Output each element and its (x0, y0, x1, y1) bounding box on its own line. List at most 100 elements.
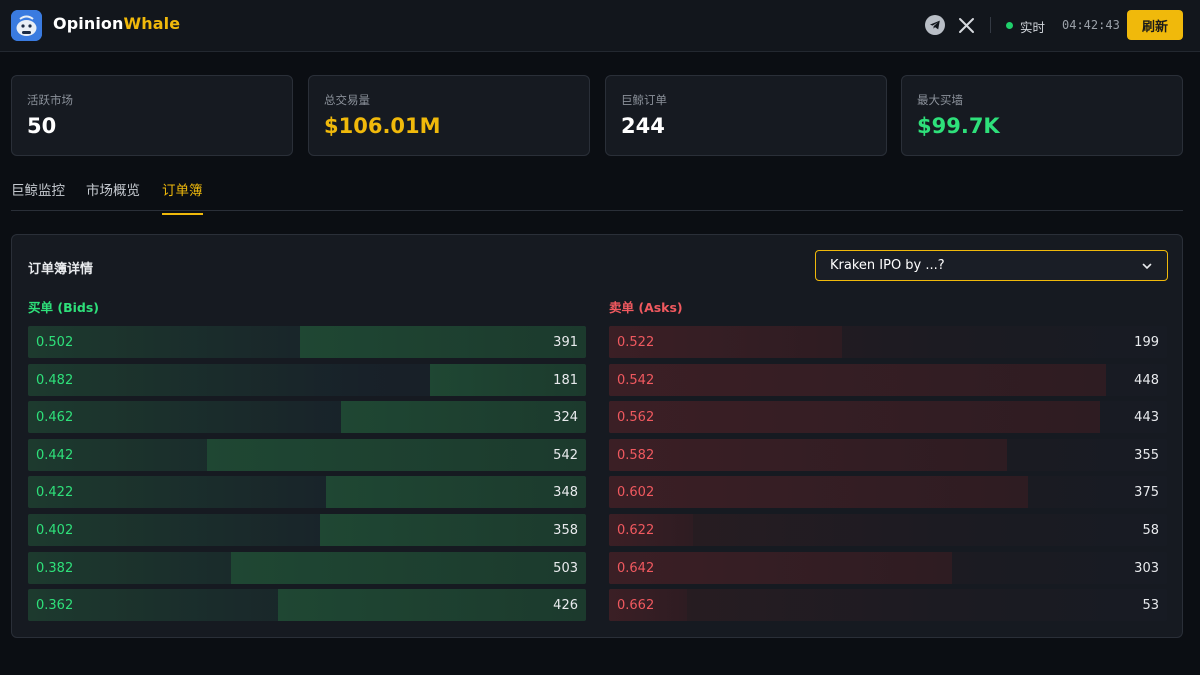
bid-size: 503 (553, 560, 578, 576)
bid-size: 324 (553, 410, 578, 426)
bids-label: 买单 (Bids) (28, 300, 99, 315)
bid-row[interactable]: 0.422 348 (28, 476, 586, 509)
ask-price: 0.542 (617, 372, 655, 388)
top-header: OpinionWhale 实时 04:42:43 刷新 (0, 0, 1200, 52)
ask-price: 0.602 (617, 485, 655, 501)
stat-label: 最大买墙 (917, 93, 963, 107)
ask-depth-bar (609, 589, 688, 622)
bid-depth-bar (299, 326, 586, 358)
tab-bar: 巨鲸监控 市场概览 订单簿 (11, 167, 1183, 215)
chevron-down-icon (1142, 263, 1152, 269)
ask-price: 0.662 (617, 598, 655, 614)
bid-price: 0.362 (36, 598, 74, 614)
bid-depth-bar (320, 513, 586, 546)
brand-name-part1: Opinion (53, 14, 124, 33)
ask-depth-bar (609, 401, 1101, 434)
ask-depth-bar (609, 438, 1008, 471)
telegram-icon[interactable] (925, 15, 945, 35)
live-status-dot-icon (1006, 22, 1013, 29)
panel-title: 订单簿详情 (28, 262, 94, 277)
bid-row[interactable]: 0.402 358 (28, 513, 586, 546)
market-select[interactable]: Kraken IPO by ...? (815, 250, 1168, 281)
tab-whale-monitor[interactable]: 巨鲸监控 (11, 183, 65, 199)
ask-price: 0.562 (617, 410, 655, 426)
ask-size: 448 (1134, 372, 1159, 388)
header-divider (990, 17, 991, 33)
bid-row[interactable]: 0.502 391 (28, 326, 586, 358)
clock: 04:42:43 (1062, 18, 1120, 32)
ask-size: 375 (1134, 485, 1159, 501)
stat-value: $99.7K (917, 114, 1000, 138)
tab-market-overview[interactable]: 市场概览 (86, 183, 140, 199)
live-status-label: 实时 (1020, 20, 1046, 35)
bid-depth-bar (230, 551, 586, 584)
tab-orderbook[interactable]: 订单簿 (162, 179, 203, 215)
whale-logo-icon[interactable] (11, 10, 42, 41)
stat-card-max-buy-wall: 最大买墙 $99.7K (901, 75, 1183, 156)
bid-depth-bar (429, 363, 586, 396)
bid-row[interactable]: 0.362 426 (28, 589, 586, 622)
bid-row[interactable]: 0.462 324 (28, 401, 586, 434)
asks-label: 卖单 (Asks) (609, 300, 683, 315)
ask-depth-bar (609, 551, 953, 584)
bid-size: 542 (553, 447, 578, 463)
ask-price: 0.582 (617, 447, 655, 463)
stat-card-whale-orders: 巨鲸订单 244 (605, 75, 887, 156)
ask-price: 0.642 (617, 560, 655, 576)
ask-row[interactable]: 0.622 58 (609, 513, 1167, 546)
brand-name-part2: Whale (123, 14, 181, 33)
refresh-button[interactable]: 刷新 (1127, 10, 1183, 40)
ask-size: 355 (1134, 447, 1159, 463)
stat-label: 巨鲸订单 (621, 93, 667, 107)
bid-price: 0.422 (36, 485, 74, 501)
bid-price: 0.482 (36, 372, 74, 388)
bid-depth-bar (326, 476, 586, 509)
bid-size: 426 (553, 598, 578, 614)
ask-depth-bar (609, 476, 1029, 509)
market-select-value: Kraken IPO by ...? (830, 258, 945, 273)
ask-size: 58 (1142, 522, 1159, 538)
ask-row[interactable]: 0.542 448 (609, 363, 1167, 396)
ask-depth-bar (609, 513, 693, 546)
ask-depth-bar (609, 326, 842, 358)
stat-label: 活跃市场 (27, 93, 73, 107)
stat-value: $106.01M (324, 114, 441, 138)
asks-list: 0.522 199 0.542 448 0.562 443 0.582 355 0.602 375… (609, 326, 1167, 627)
stat-card-active-markets: 活跃市场 50 (11, 75, 293, 156)
ask-price: 0.522 (617, 335, 655, 350)
bid-price: 0.442 (36, 447, 74, 463)
bid-size: 358 (553, 522, 578, 538)
ask-size: 303 (1134, 560, 1159, 576)
ask-row[interactable]: 0.562 443 (609, 401, 1167, 434)
ask-depth-bar (609, 363, 1106, 396)
bid-depth-bar (206, 438, 586, 471)
stat-label: 总交易量 (324, 93, 370, 107)
bid-price: 0.402 (36, 522, 74, 538)
ask-row[interactable]: 0.642 303 (609, 551, 1167, 584)
ask-row[interactable]: 0.602 375 (609, 476, 1167, 509)
bid-price: 0.462 (36, 410, 74, 426)
bid-row[interactable]: 0.442 542 (28, 438, 586, 471)
ask-size: 443 (1134, 410, 1159, 426)
bid-row[interactable]: 0.482 181 (28, 363, 586, 396)
ask-row[interactable]: 0.582 355 (609, 438, 1167, 471)
x-icon[interactable] (956, 15, 976, 35)
ask-size: 53 (1142, 598, 1159, 614)
bid-row[interactable]: 0.382 503 (28, 551, 586, 584)
bid-size: 181 (553, 372, 578, 388)
stat-value: 244 (621, 114, 665, 138)
stat-card-total-volume: 总交易量 $106.01M (308, 75, 590, 156)
orderbook-panel: 订单簿详情 Kraken IPO by ...? 买单 (Bids) 卖单 (A… (11, 234, 1183, 638)
bid-depth-bar (341, 401, 586, 434)
bid-size: 391 (553, 335, 578, 350)
ask-row[interactable]: 0.662 53 (609, 589, 1167, 622)
bids-list: 0.502 391 0.482 181 0.462 324 0.442 542 0.422 348… (28, 326, 586, 627)
bid-depth-bar (278, 589, 586, 622)
ask-price: 0.622 (617, 522, 655, 538)
ask-row[interactable]: 0.522 199 (609, 326, 1167, 358)
bid-price: 0.382 (36, 560, 74, 576)
ask-size: 199 (1134, 335, 1159, 350)
brand-name[interactable]: OpinionWhale (53, 14, 180, 33)
bid-price: 0.502 (36, 335, 74, 350)
bid-size: 348 (553, 485, 578, 501)
